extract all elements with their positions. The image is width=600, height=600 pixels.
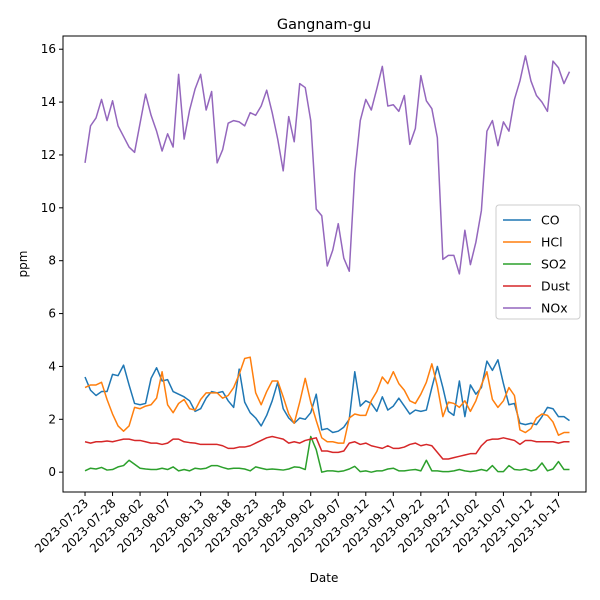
y-tick-label: 10: [41, 201, 56, 215]
y-axis-title: ppm: [16, 251, 30, 278]
series-line-nox: [84, 55, 571, 275]
y-tick-label: 14: [41, 95, 56, 109]
y-tick-label: 8: [48, 254, 56, 268]
legend-label-co: CO: [541, 213, 560, 228]
legend: CO HCl SO2 Dust NOx: [495, 204, 581, 320]
series-line-so2: [84, 435, 570, 473]
y-tick-label: 0: [48, 465, 56, 479]
legend-box: [495, 204, 581, 320]
legend-label-so2: SO2: [541, 257, 567, 272]
legend-label-nox: NOx: [541, 301, 568, 316]
y-tick-label: 12: [41, 148, 56, 162]
series-line-co: [84, 359, 570, 434]
plot-area: [62, 35, 587, 493]
y-tick-label: 2: [48, 412, 56, 426]
legend-label-dust: Dust: [541, 279, 570, 294]
chart-title: Gangnam-gu: [277, 17, 371, 33]
axes-frame: [62, 35, 587, 493]
y-tick-label: 4: [48, 359, 56, 373]
series-layer: [84, 55, 571, 473]
series-line-hcl: [84, 356, 570, 444]
y-axis: 0 2 4 6 8 10 12 14 16: [41, 42, 63, 479]
y-tick-label: 6: [48, 307, 56, 321]
legend-label-hcl: HCl: [541, 235, 563, 250]
y-tick-label: 16: [41, 42, 56, 56]
x-axis-title: Date: [310, 571, 339, 585]
series-line-dust: [84, 435, 570, 460]
